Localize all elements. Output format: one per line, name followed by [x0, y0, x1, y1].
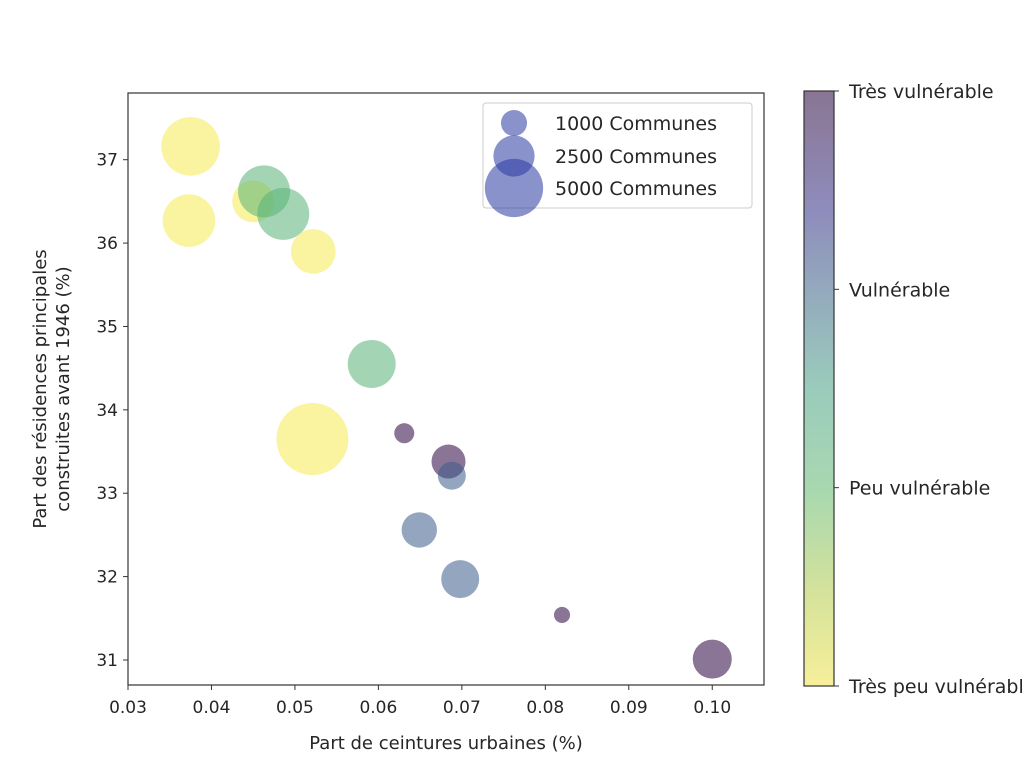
y-tick-label: 36 — [96, 234, 118, 254]
y-tick-label: 35 — [96, 317, 118, 337]
y-axis: 31 32 33 34 35 36 37 — [96, 151, 128, 671]
colorbar-tick-label: Très vulnérable — [848, 81, 994, 103]
y-tick-label: 33 — [96, 484, 118, 504]
legend-marker — [500, 109, 528, 137]
data-point — [161, 117, 220, 176]
data-points — [161, 117, 732, 679]
legend-label: 1000 Communes — [555, 113, 717, 135]
legend-box — [482, 102, 753, 209]
x-tick-label: 0.04 — [193, 698, 231, 718]
colorbar-tick-label: Très peu vulnérable — [848, 676, 1024, 698]
data-point — [290, 229, 336, 274]
data-point — [437, 461, 466, 490]
colorbar-tick-label: Vulnérable — [849, 279, 950, 301]
colorbar: Très vulnérable Vulnérable Peu vulnérable T… — [803, 81, 1024, 698]
data-point — [553, 606, 571, 623]
y-axis-label-line-1: Part des résidences principales — [30, 249, 51, 528]
x-axis-label: Part de ceintures urbaines (%) — [309, 733, 583, 754]
y-tick-label: 37 — [96, 151, 118, 171]
data-point — [441, 560, 480, 599]
y-tick-label: 32 — [96, 568, 118, 588]
data-point — [257, 187, 310, 240]
data-point — [394, 423, 415, 444]
data-point — [162, 194, 216, 247]
data-point — [401, 512, 437, 548]
plot-frame — [127, 92, 765, 686]
x-tick-label: 0.05 — [276, 698, 314, 718]
y-axis-label-line-2: construites avant 1946 (%) — [53, 266, 74, 511]
data-point — [276, 403, 349, 476]
y-tick-label: 31 — [96, 651, 118, 671]
data-point — [692, 639, 732, 679]
colorbar-gradient — [803, 90, 835, 687]
y-tick-label: 34 — [96, 401, 118, 421]
legend-label: 5000 Communes — [555, 178, 717, 200]
x-tick-label: 0.09 — [610, 698, 648, 718]
x-tick-label: 0.07 — [443, 698, 481, 718]
colorbar-tick-label: Peu vulnérable — [849, 478, 990, 500]
data-point — [347, 339, 396, 388]
x-tick-label: 0.06 — [359, 698, 397, 718]
x-tick-label: 0.03 — [109, 698, 147, 718]
legend-marker — [484, 158, 544, 218]
x-axis: 0.03 0.04 0.05 0.06 0.07 0.08 0.09 0.10 — [109, 685, 731, 718]
legend-label: 2500 Communes — [555, 146, 717, 168]
x-tick-label: 0.10 — [693, 698, 731, 718]
y-axis-label: Part des résidences principales construi… — [30, 249, 74, 528]
legend: 1000 Communes 2500 Communes 5000 Communes — [482, 102, 753, 218]
x-tick-label: 0.08 — [526, 698, 564, 718]
